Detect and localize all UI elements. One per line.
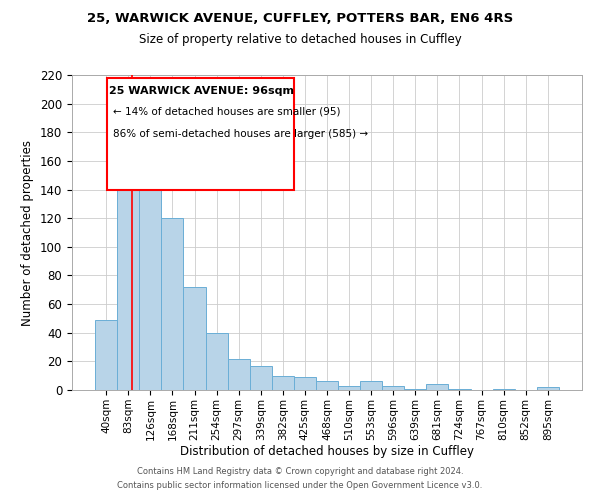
Bar: [537, 387, 559, 390]
Bar: [294, 377, 316, 390]
Bar: [184, 287, 206, 390]
FancyBboxPatch shape: [107, 78, 295, 190]
Bar: [250, 366, 272, 390]
X-axis label: Distribution of detached houses by size in Cuffley: Distribution of detached houses by size …: [180, 446, 474, 458]
Text: 25 WARWICK AVENUE: 96sqm: 25 WARWICK AVENUE: 96sqm: [109, 86, 293, 97]
Bar: [272, 376, 294, 390]
Text: 25, WARWICK AVENUE, CUFFLEY, POTTERS BAR, EN6 4RS: 25, WARWICK AVENUE, CUFFLEY, POTTERS BAR…: [87, 12, 513, 26]
Bar: [316, 382, 338, 390]
Bar: [338, 386, 360, 390]
Bar: [493, 388, 515, 390]
Bar: [117, 144, 139, 390]
Bar: [360, 382, 382, 390]
Bar: [404, 388, 427, 390]
Bar: [382, 386, 404, 390]
Bar: [139, 171, 161, 390]
Y-axis label: Number of detached properties: Number of detached properties: [22, 140, 34, 326]
Text: Contains HM Land Registry data © Crown copyright and database right 2024.: Contains HM Land Registry data © Crown c…: [137, 467, 463, 476]
Bar: [206, 332, 227, 390]
Text: ← 14% of detached houses are smaller (95): ← 14% of detached houses are smaller (95…: [113, 106, 340, 117]
Bar: [448, 388, 470, 390]
Bar: [227, 358, 250, 390]
Bar: [427, 384, 448, 390]
Text: Contains public sector information licensed under the Open Government Licence v3: Contains public sector information licen…: [118, 481, 482, 490]
Text: Size of property relative to detached houses in Cuffley: Size of property relative to detached ho…: [139, 32, 461, 46]
Bar: [95, 320, 117, 390]
Bar: [161, 218, 184, 390]
Text: 86% of semi-detached houses are larger (585) →: 86% of semi-detached houses are larger (…: [113, 130, 368, 140]
